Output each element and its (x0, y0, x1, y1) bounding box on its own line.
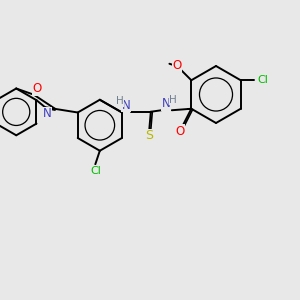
Text: Cl: Cl (257, 75, 268, 85)
Text: N: N (43, 107, 52, 120)
Text: H: H (169, 95, 177, 105)
Text: O: O (32, 82, 41, 95)
Text: H: H (116, 96, 124, 106)
Text: O: O (175, 125, 184, 138)
Text: N: N (162, 97, 171, 110)
Text: O: O (172, 59, 182, 72)
Text: Cl: Cl (90, 166, 101, 176)
Text: N: N (122, 99, 130, 112)
Text: S: S (145, 129, 153, 142)
